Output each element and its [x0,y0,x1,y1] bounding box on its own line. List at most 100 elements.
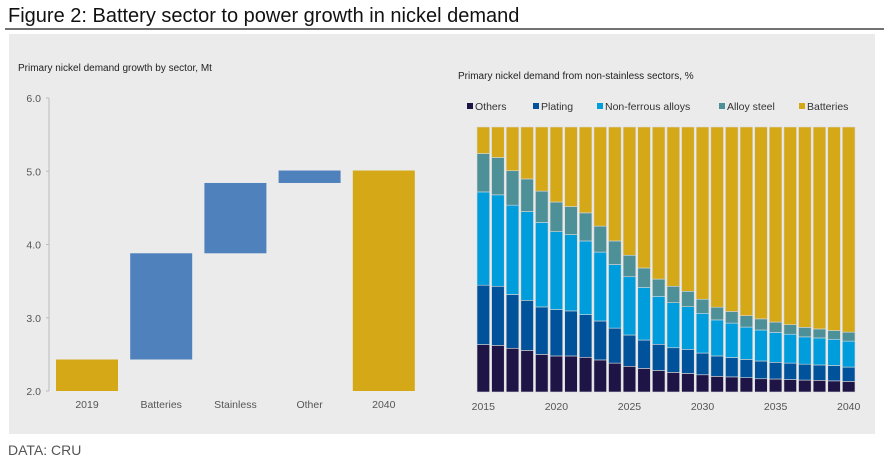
bar-2038-others [812,380,827,393]
bar-2019-others [535,354,549,393]
bar-2016-non-ferrous-alloys [491,194,505,287]
bar-2040-batteries [842,126,856,333]
x-tick-label: Other [296,399,323,411]
bar-2026-non-ferrous-alloys [637,287,651,341]
x-tick-label: 2035 [764,401,788,413]
waterfall-title: Primary nickel demand growth by sector, … [18,63,212,74]
bar-2021-non-ferrous-alloys [564,234,578,312]
bar-2036-batteries [783,126,797,325]
bar-2025-batteries [622,126,637,256]
bar-2030-alloy-steel [695,298,710,314]
figure-title: Figure 2: Battery sector to power growth… [8,5,519,27]
bar-2025-alloy-steel [622,254,637,278]
x-tick-label: Batteries [140,399,181,411]
bar-2027-batteries [652,126,666,280]
bar-2036-plating [783,362,797,380]
bar-2040-plating [842,366,856,382]
bar-2031-alloy-steel [710,306,724,321]
x-tick-label: Stainless [214,399,257,411]
bar-2016-others [491,345,505,393]
bar-2015-non-ferrous-alloys [476,191,490,286]
legend-label: Plating [541,101,573,113]
bar-2034-non-ferrous-alloys [754,329,768,362]
stacked-chart: Primary nickel demand from non-stainless… [458,71,861,413]
bar-2034-alloy-steel [754,318,768,331]
bar-2027-non-ferrous-alloys [652,296,666,345]
bar-2017-batteries [505,126,520,172]
bar-2029-non-ferrous-alloys [681,306,695,350]
bar-2039-others [827,380,841,393]
bar-2030-non-ferrous-alloys [695,312,710,354]
waterfall-bar-stainless [204,182,267,254]
bar-2016-alloy-steel [491,157,505,196]
bar-2024-batteries [608,126,622,242]
legend-swatch [533,103,539,109]
legend-swatch [799,103,805,109]
bar-2040-alloy-steel [842,331,856,342]
bar-2023-plating [593,320,607,361]
bar-2022-others [579,356,593,393]
bar-2032-non-ferrous-alloys [725,322,739,358]
bar-2027-alloy-steel [652,278,666,297]
bar-2035-plating [769,362,783,380]
bar-2016-plating [491,285,505,346]
waterfall-bar-batteries [130,253,193,360]
bar-2019-alloy-steel [535,190,549,223]
bar-2030-batteries [695,126,710,300]
legend-label: Others [475,101,507,113]
bar-2027-plating [652,343,666,371]
x-tick-label: 2019 [75,399,99,411]
bar-2026-alloy-steel [637,267,651,288]
bar-2035-non-ferrous-alloys [769,332,783,363]
x-tick-label: 2020 [545,401,569,413]
bar-2021-alloy-steel [564,206,578,235]
bar-2015-batteries [476,126,490,154]
bar-2028-others [666,372,680,393]
bar-2039-alloy-steel [827,330,841,340]
bar-2019-batteries [535,126,549,192]
bar-2020-plating [549,309,563,357]
bar-2027-others [652,370,666,393]
bar-2029-others [681,373,695,393]
legend-label: Alloy steel [727,101,775,113]
bar-2015-others [476,344,490,393]
bar-2033-alloy-steel [739,315,753,328]
bar-2021-batteries [564,126,578,207]
bar-2038-plating [812,364,827,381]
bar-2018-batteries [520,126,534,180]
bar-2022-alloy-steel [579,212,593,242]
bar-2040-non-ferrous-alloys [842,340,856,368]
legend-swatch [597,103,603,109]
legend-swatch [467,103,473,109]
bar-2030-others [695,374,710,393]
bar-2036-non-ferrous-alloys [783,333,797,364]
stacked-title: Primary nickel demand from non-stainless… [458,71,694,82]
bar-2032-alloy-steel [725,311,739,324]
bar-2022-plating [579,314,593,358]
bar-2031-plating [710,355,724,377]
x-tick-label: 2040 [372,399,396,411]
bar-2039-plating [827,365,841,382]
bar-2021-others [564,355,578,393]
bar-2033-others [739,377,753,393]
bar-2015-plating [476,284,490,345]
bar-2019-non-ferrous-alloys [535,222,549,308]
bar-2029-batteries [681,126,695,292]
bar-2026-batteries [637,126,651,269]
bar-2029-plating [681,349,695,374]
legend-swatch [719,103,725,109]
bar-2034-others [754,378,768,393]
bar-2028-batteries [666,126,680,287]
bar-2017-others [505,347,520,393]
bar-2028-non-ferrous-alloys [666,302,680,349]
bar-2020-batteries [549,126,563,203]
bar-2034-batteries [754,126,768,320]
bar-2031-non-ferrous-alloys [710,319,724,357]
bar-2018-others [520,350,534,393]
bar-2038-alloy-steel [812,328,827,339]
bar-2023-non-ferrous-alloys [593,251,607,322]
bar-2031-batteries [710,126,724,308]
waterfall-bar-2019 [56,359,118,391]
bar-2023-batteries [593,126,607,227]
